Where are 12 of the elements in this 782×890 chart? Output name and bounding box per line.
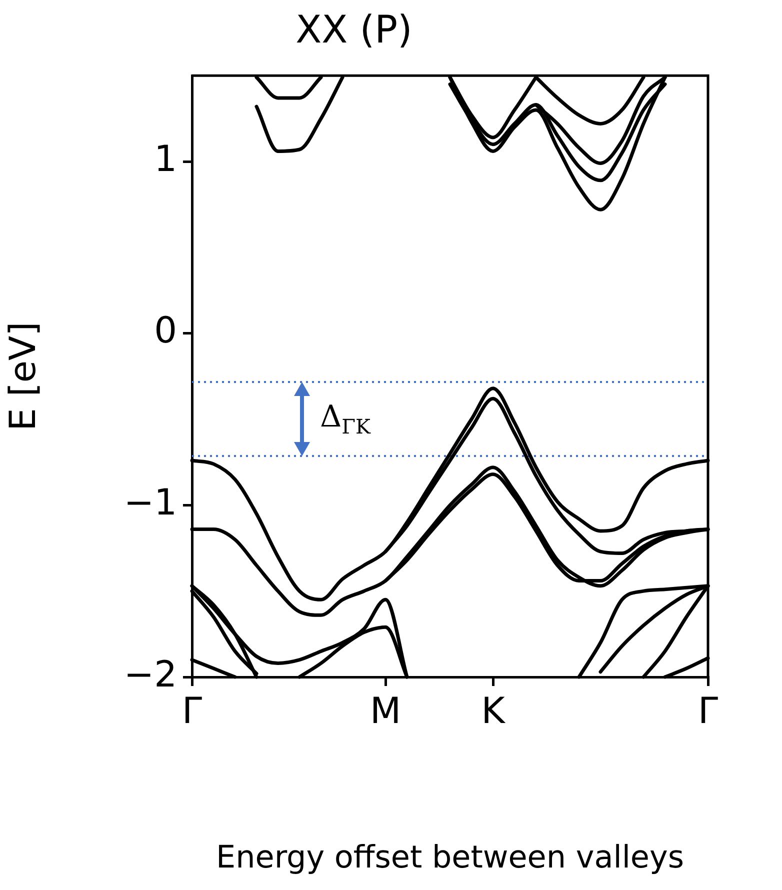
y-tick-label: 1 bbox=[154, 138, 177, 180]
x-tick-label: K bbox=[481, 690, 506, 732]
chart-title: XX (P) bbox=[296, 8, 412, 52]
y-tick-label: 0 bbox=[154, 310, 177, 352]
x-tick-label: M bbox=[370, 690, 402, 732]
annotation: Δ$_{ΓK}$ bbox=[320, 399, 370, 438]
x-axis-title: Energy offset between valleys bbox=[216, 839, 684, 876]
y-axis-title: E [eV] bbox=[2, 322, 44, 431]
y-tick-label: −2 bbox=[124, 654, 177, 696]
y-tick-label: −1 bbox=[124, 482, 177, 524]
x-tick-label: Γ bbox=[182, 690, 202, 732]
x-tick-label: Γ bbox=[698, 690, 718, 732]
